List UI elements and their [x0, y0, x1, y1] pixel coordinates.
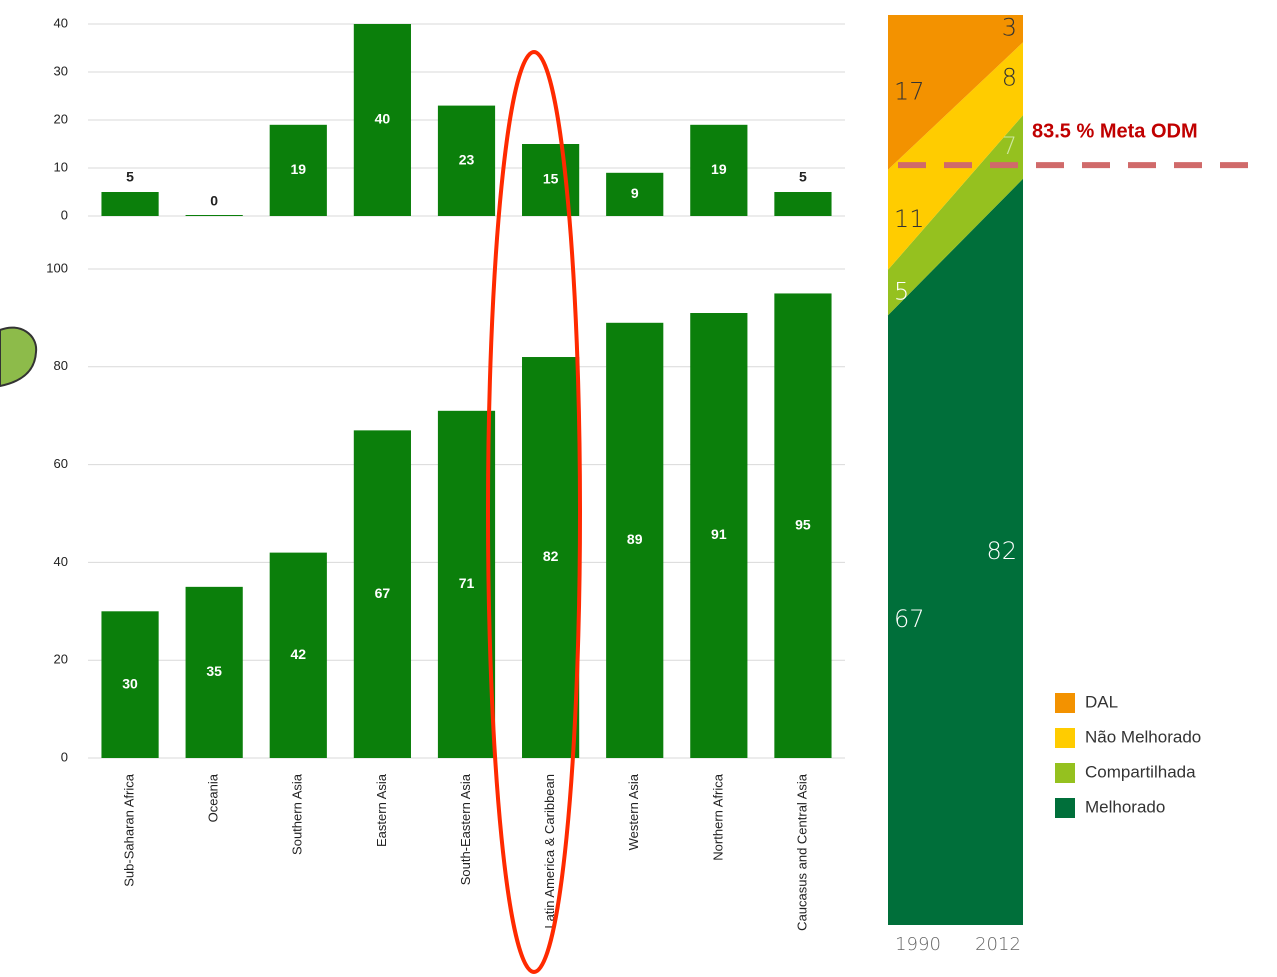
x-tick-label: Eastern Asia [374, 773, 389, 847]
data-label: 40 [375, 111, 391, 127]
legend-swatch [1055, 693, 1075, 713]
x-tick-label: Sub-Saharan Africa [121, 773, 136, 887]
legend-label: Não Melhorado [1085, 727, 1201, 746]
bar [690, 313, 748, 758]
data-label: 67 [894, 605, 925, 633]
y-tick-label: 40 [54, 15, 68, 30]
y-tick-label: 100 [46, 260, 68, 275]
x-tick-label: Caucasus and Central Asia [794, 773, 809, 931]
bar [101, 611, 159, 758]
data-label: 19 [290, 161, 306, 177]
legend-swatch [1055, 763, 1075, 783]
bar [437, 410, 496, 758]
area [888, 115, 1023, 316]
bar [774, 192, 832, 216]
map-fragment [0, 326, 38, 388]
x-tick-label: 1990 [895, 934, 941, 955]
y-tick-label: 20 [54, 111, 68, 126]
data-label: 8 [1002, 64, 1017, 92]
bar [269, 552, 327, 758]
data-label: 91 [711, 526, 727, 542]
x-tick-label: Western Asia [626, 773, 641, 850]
bar [353, 24, 411, 216]
bar [269, 124, 327, 216]
area [888, 178, 1023, 926]
y-tick-label: 40 [54, 554, 68, 569]
area [888, 42, 1023, 270]
bar [101, 192, 159, 216]
bar [606, 172, 664, 216]
data-label: 7 [1002, 132, 1017, 160]
x-tick-label: Northern Africa [710, 773, 725, 860]
bar [522, 357, 580, 758]
legend-label: DAL [1085, 692, 1118, 711]
data-label: 0 [210, 193, 218, 209]
data-label: 5 [126, 169, 134, 185]
annotation: 83.5 % Meta ODM [1032, 120, 1198, 142]
legend-swatch [1055, 798, 1075, 818]
bar [774, 293, 832, 758]
data-label: 19 [711, 161, 727, 177]
data-label: 82 [543, 548, 559, 564]
data-label: 5 [894, 278, 909, 306]
bar [185, 215, 243, 216]
data-label: 67 [375, 585, 391, 601]
data-label: 17 [894, 77, 925, 105]
legend-label: Compartilhada [1085, 762, 1196, 781]
y-tick-label: 10 [54, 159, 68, 174]
x-tick-label: Southern Asia [290, 773, 305, 855]
data-label: 23 [459, 152, 475, 168]
bar [606, 322, 664, 758]
data-label: 71 [459, 575, 475, 591]
data-label: 95 [795, 516, 811, 532]
bar [437, 105, 496, 216]
bar [185, 586, 243, 758]
legend-label: Melhorado [1085, 797, 1165, 816]
x-tick-label: Latin America & Caribbean [542, 774, 557, 929]
area [888, 15, 1023, 170]
y-tick-label: 60 [54, 456, 68, 471]
x-tick-label: 2012 [975, 934, 1021, 955]
y-tick-label: 30 [54, 63, 68, 78]
y-tick-label: 20 [54, 652, 68, 667]
data-label: 42 [290, 646, 306, 662]
y-tick-label: 80 [54, 358, 68, 373]
data-label: 89 [627, 531, 643, 547]
data-label: 11 [894, 205, 925, 233]
data-label: 30 [122, 675, 138, 691]
bar [690, 124, 748, 216]
bar [353, 430, 411, 758]
y-tick-label: 0 [61, 207, 68, 222]
data-label: 35 [206, 663, 222, 679]
legend-swatch [1055, 728, 1075, 748]
data-label: 15 [543, 171, 559, 187]
data-label: 5 [799, 169, 807, 185]
data-label: 3 [1002, 14, 1017, 42]
x-tick-label: South-Eastern Asia [458, 773, 473, 885]
data-label: 9 [631, 185, 639, 201]
y-tick-label: 0 [61, 749, 68, 764]
highlight-ellipse [486, 50, 582, 974]
data-label: 82 [986, 537, 1017, 565]
x-tick-label: Oceania [206, 773, 221, 822]
